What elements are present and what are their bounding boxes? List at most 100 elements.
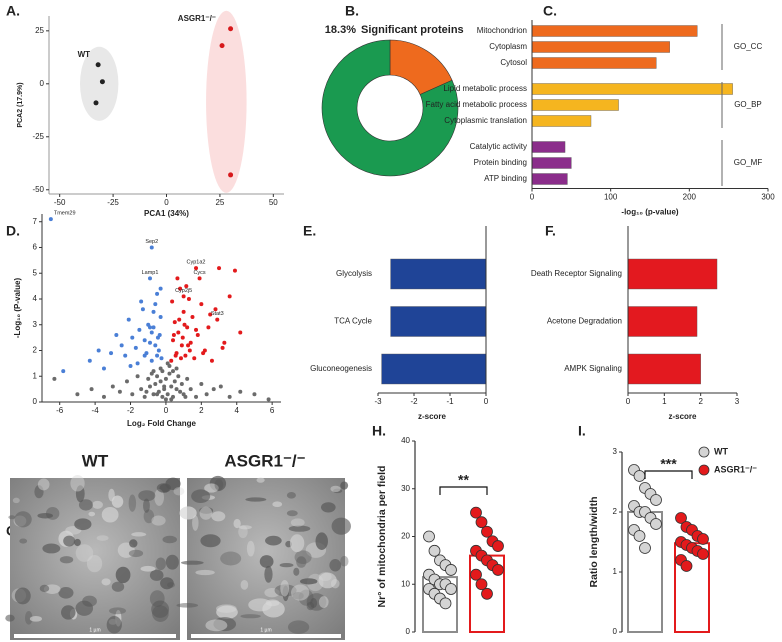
point <box>219 43 225 49</box>
category-label: Lipid metabolic process <box>443 84 527 93</box>
x-tick-label: 0 <box>530 193 535 202</box>
texture <box>151 600 170 618</box>
point <box>109 351 114 356</box>
texture <box>8 515 16 520</box>
x-tick-label: 4 <box>235 406 240 415</box>
x-axis-label: Log₂ Fold Change <box>127 419 196 428</box>
scale-label: 1 µm <box>89 627 100 633</box>
point <box>130 392 135 397</box>
texture <box>291 584 310 601</box>
point <box>160 394 165 399</box>
point <box>633 470 646 482</box>
texture <box>195 569 215 576</box>
point <box>165 361 170 366</box>
y-axis-label: Ratio length/width <box>588 497 600 588</box>
slice-label: Significant proteins <box>361 24 464 36</box>
texture <box>115 566 131 584</box>
point <box>159 356 164 361</box>
x-tick-label: 200 <box>683 193 697 202</box>
texture <box>160 577 174 590</box>
point <box>147 325 152 330</box>
y-tick-label: -50 <box>32 185 44 194</box>
point <box>213 307 218 312</box>
scale-bar <box>14 634 176 638</box>
point <box>151 325 156 330</box>
point <box>101 394 106 399</box>
texture <box>173 487 185 496</box>
point <box>475 516 488 529</box>
panel-label: D. <box>6 223 20 239</box>
point <box>142 353 147 358</box>
x-tick-label: 300 <box>761 193 775 202</box>
point <box>52 376 57 381</box>
texture <box>286 510 298 517</box>
point <box>75 392 80 397</box>
point <box>170 299 175 304</box>
texture <box>108 488 115 502</box>
texture <box>299 578 318 585</box>
category-label: Cytoplasm <box>489 42 527 51</box>
point <box>639 542 651 554</box>
texture <box>111 495 124 508</box>
x-tick-label: -4 <box>92 406 100 415</box>
category-label: Fatty acid metabolic process <box>426 100 527 109</box>
point <box>185 325 190 330</box>
texture <box>331 517 351 535</box>
texture <box>220 551 242 566</box>
group-label: WT <box>78 50 91 59</box>
x-tick-label: 6 <box>270 406 275 415</box>
panel-label: B. <box>345 3 359 19</box>
point <box>439 597 452 610</box>
texture <box>13 515 27 527</box>
texture <box>166 582 176 588</box>
texture <box>74 518 92 531</box>
texture <box>310 597 318 609</box>
bar <box>627 306 698 337</box>
y-axis-label: Nr° of mitochondria per field <box>376 466 388 608</box>
y-tick-label: 0 <box>40 79 45 88</box>
y-tick-label: 3 <box>613 447 618 456</box>
y-tick-label: 20 <box>401 532 410 541</box>
point <box>227 394 232 399</box>
texture <box>45 507 60 520</box>
point <box>158 366 163 371</box>
texture <box>233 518 241 529</box>
point <box>697 548 709 560</box>
point <box>162 384 167 389</box>
texture <box>318 596 329 608</box>
texture <box>211 511 226 522</box>
point <box>186 343 191 348</box>
point <box>117 389 122 394</box>
bar <box>531 57 657 69</box>
point <box>178 286 183 291</box>
bar <box>627 353 701 385</box>
bar <box>531 41 670 53</box>
group-label: GO_BP <box>734 100 762 109</box>
point <box>470 568 482 581</box>
texture <box>318 572 337 589</box>
texture <box>34 485 44 499</box>
point <box>178 356 183 361</box>
texture <box>199 506 213 520</box>
point <box>179 343 184 348</box>
group-label: GO_CC <box>734 42 763 51</box>
bar <box>390 258 487 290</box>
point <box>93 100 99 106</box>
y-tick-label: 0 <box>33 397 38 406</box>
texture <box>238 525 252 530</box>
texture <box>24 611 33 625</box>
point <box>266 397 271 402</box>
x-tick-label: 2 <box>698 397 703 406</box>
x-tick-label: -3 <box>374 397 382 406</box>
texture <box>70 474 85 492</box>
x-tick-label: 1 <box>662 397 667 406</box>
point <box>165 392 170 397</box>
texture <box>129 539 138 548</box>
texture <box>19 538 28 544</box>
texture <box>265 535 282 546</box>
texture <box>264 565 273 583</box>
point <box>153 343 158 348</box>
point <box>183 353 188 358</box>
point <box>163 376 168 381</box>
